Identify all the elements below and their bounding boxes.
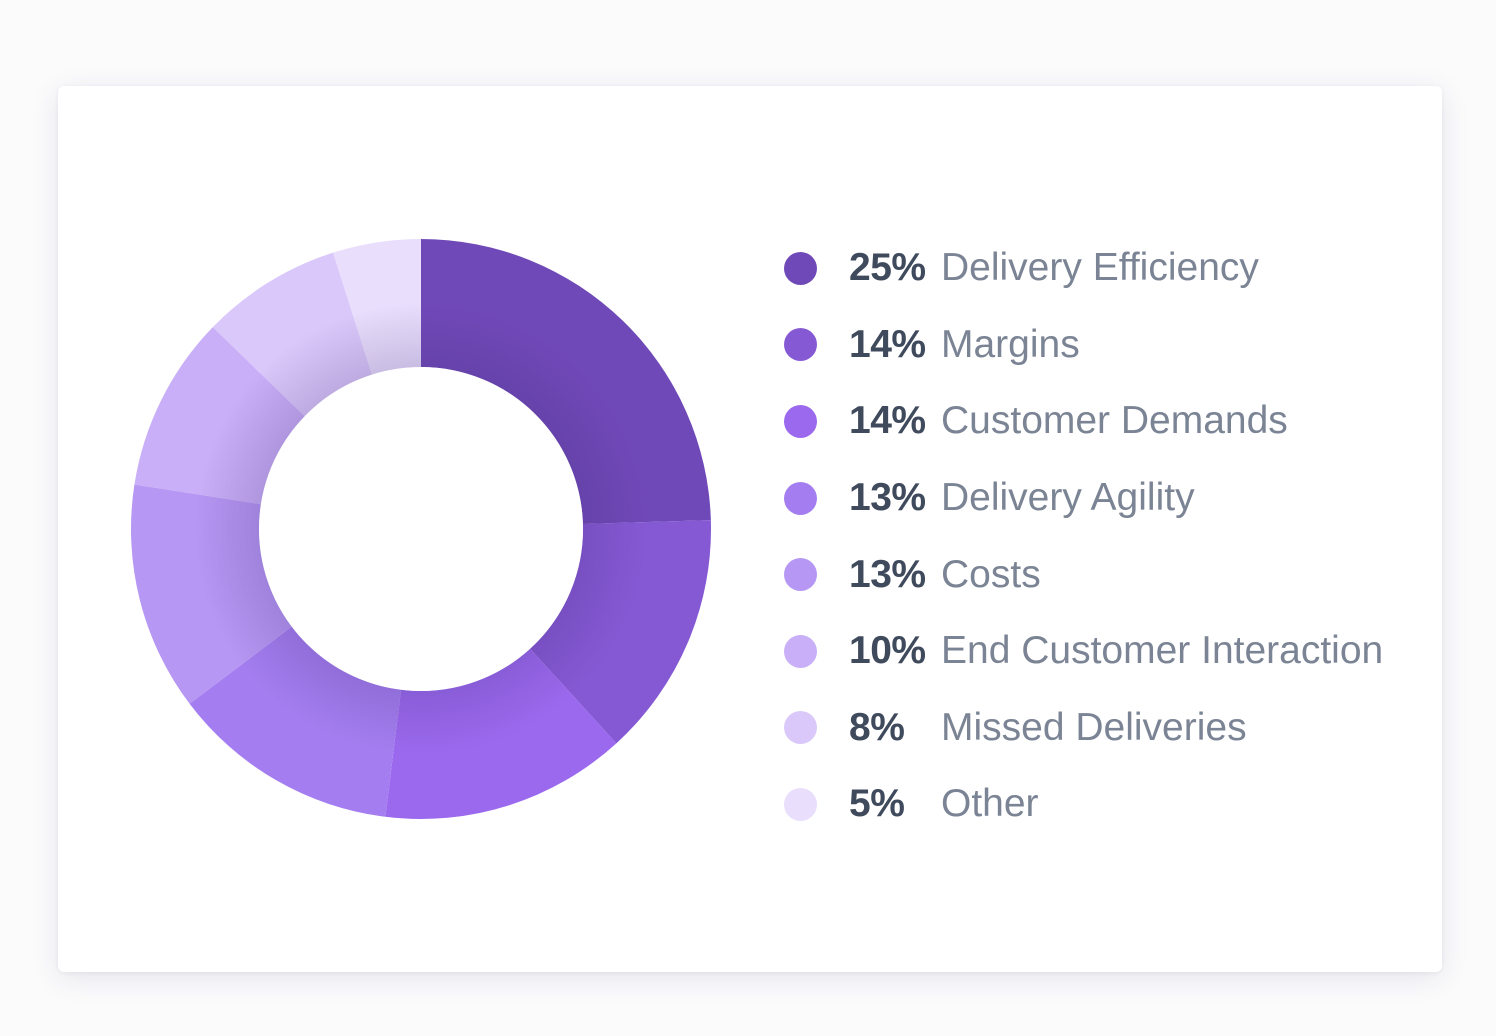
legend-label: Customer Demands xyxy=(941,399,1288,443)
legend-percent: 25% xyxy=(849,246,926,290)
legend-item-delivery-efficiency: 25% Delivery Efficiency xyxy=(784,230,1383,307)
chart-legend: 25% Delivery Efficiency 14% Margins 14% … xyxy=(784,230,1383,843)
legend-swatch xyxy=(784,481,817,515)
donut-hole xyxy=(259,367,583,691)
legend-item-end-customer-interaction: 10% End Customer Interaction xyxy=(784,613,1383,690)
legend-label: End Customer Interaction xyxy=(941,629,1384,673)
legend-item-margins: 14% Margins xyxy=(784,307,1383,384)
legend-label: Other xyxy=(941,782,1039,826)
legend-percent: 13% xyxy=(849,476,926,520)
legend-percent: 8% xyxy=(849,705,905,749)
legend-percent: 13% xyxy=(849,552,926,596)
legend-item-costs: 13% Costs xyxy=(784,536,1383,613)
legend-swatch xyxy=(784,251,817,285)
legend-percent: 14% xyxy=(849,322,926,366)
legend-item-missed-deliveries: 8% Missed Deliveries xyxy=(784,690,1383,767)
legend-item-delivery-agility: 13% Delivery Agility xyxy=(784,460,1383,537)
legend-swatch xyxy=(784,711,817,745)
legend-label: Delivery Agility xyxy=(941,476,1195,520)
legend-swatch xyxy=(784,787,817,821)
donut-chart xyxy=(130,239,712,820)
legend-swatch xyxy=(784,328,817,362)
legend-swatch xyxy=(784,558,817,592)
legend-label: Costs xyxy=(941,552,1041,596)
legend-label: Delivery Efficiency xyxy=(941,246,1259,290)
legend-label: Margins xyxy=(941,322,1080,366)
legend-percent: 10% xyxy=(849,629,926,673)
legend-swatch xyxy=(784,404,817,438)
legend-item-other: 5% Other xyxy=(784,766,1383,843)
legend-label: Missed Deliveries xyxy=(941,705,1247,749)
legend-swatch xyxy=(784,634,817,668)
legend-percent: 5% xyxy=(849,782,905,826)
legend-item-customer-demands: 14% Customer Demands xyxy=(784,383,1383,460)
legend-percent: 14% xyxy=(849,399,926,443)
